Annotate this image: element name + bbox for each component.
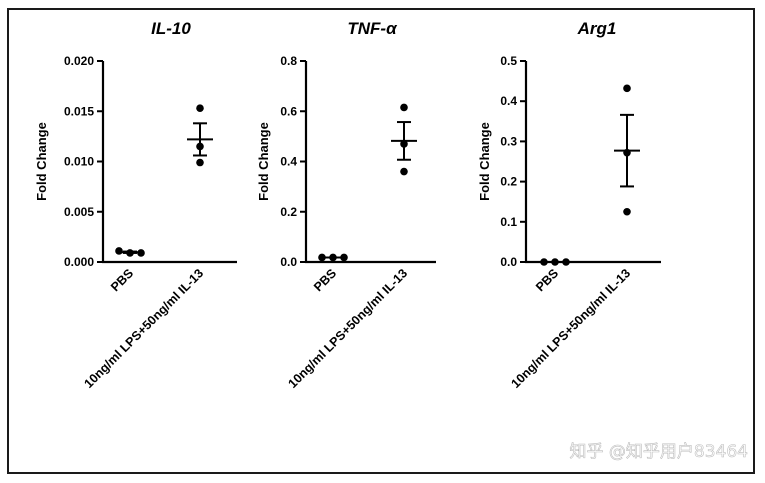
figure-frame bbox=[7, 8, 755, 474]
x-category-label: PBS bbox=[311, 266, 339, 294]
y-tick-label: 0.2 bbox=[280, 205, 297, 219]
y-tick-label: 0.2 bbox=[500, 175, 517, 189]
y-tick-label: 0.6 bbox=[280, 104, 297, 118]
y-tick-label: 0.1 bbox=[500, 215, 517, 229]
y-tick-label: 0.5 bbox=[500, 54, 517, 68]
x-category-label: 10ng/ml LPS+50ng/ml IL-13 bbox=[82, 266, 207, 391]
y-tick-label: 0.4 bbox=[280, 155, 297, 169]
y-tick-label: 0.015 bbox=[64, 104, 94, 118]
y-tick-label: 0.0 bbox=[280, 255, 297, 269]
data-point bbox=[623, 84, 631, 93]
y-tick-label: 0.8 bbox=[280, 54, 297, 68]
y-tick-label: 0.005 bbox=[64, 205, 94, 219]
y-axis-label: Fold Change bbox=[256, 122, 271, 201]
y-tick-label: 0.020 bbox=[64, 54, 94, 68]
x-category-label: PBS bbox=[533, 266, 561, 294]
data-point bbox=[400, 167, 408, 176]
y-tick-label: 0.010 bbox=[64, 155, 94, 169]
panel-title: Arg1 bbox=[577, 19, 617, 38]
y-axis-label: Fold Change bbox=[34, 122, 49, 201]
y-tick-label: 0.0 bbox=[500, 255, 517, 269]
x-category-label: 10ng/ml LPS+50ng/ml IL-13 bbox=[509, 266, 634, 391]
y-tick-label: 0.3 bbox=[500, 134, 517, 148]
data-point bbox=[115, 247, 123, 255]
y-tick-label: 0.000 bbox=[64, 255, 94, 269]
panel-title: IL-10 bbox=[151, 19, 191, 38]
y-axis-label: Fold Change bbox=[477, 122, 492, 201]
y-tick-label: 0.4 bbox=[500, 94, 517, 108]
data-point bbox=[623, 207, 631, 216]
x-category-label: PBS bbox=[108, 266, 136, 294]
data-point bbox=[400, 103, 408, 112]
watermark-text: 知乎 @知乎用户83464 bbox=[570, 442, 748, 462]
panel-title: TNF-α bbox=[347, 19, 398, 38]
x-category-label: 10ng/ml LPS+50ng/ml IL-13 bbox=[286, 266, 411, 391]
data-point bbox=[196, 158, 204, 167]
data-point bbox=[196, 104, 204, 113]
